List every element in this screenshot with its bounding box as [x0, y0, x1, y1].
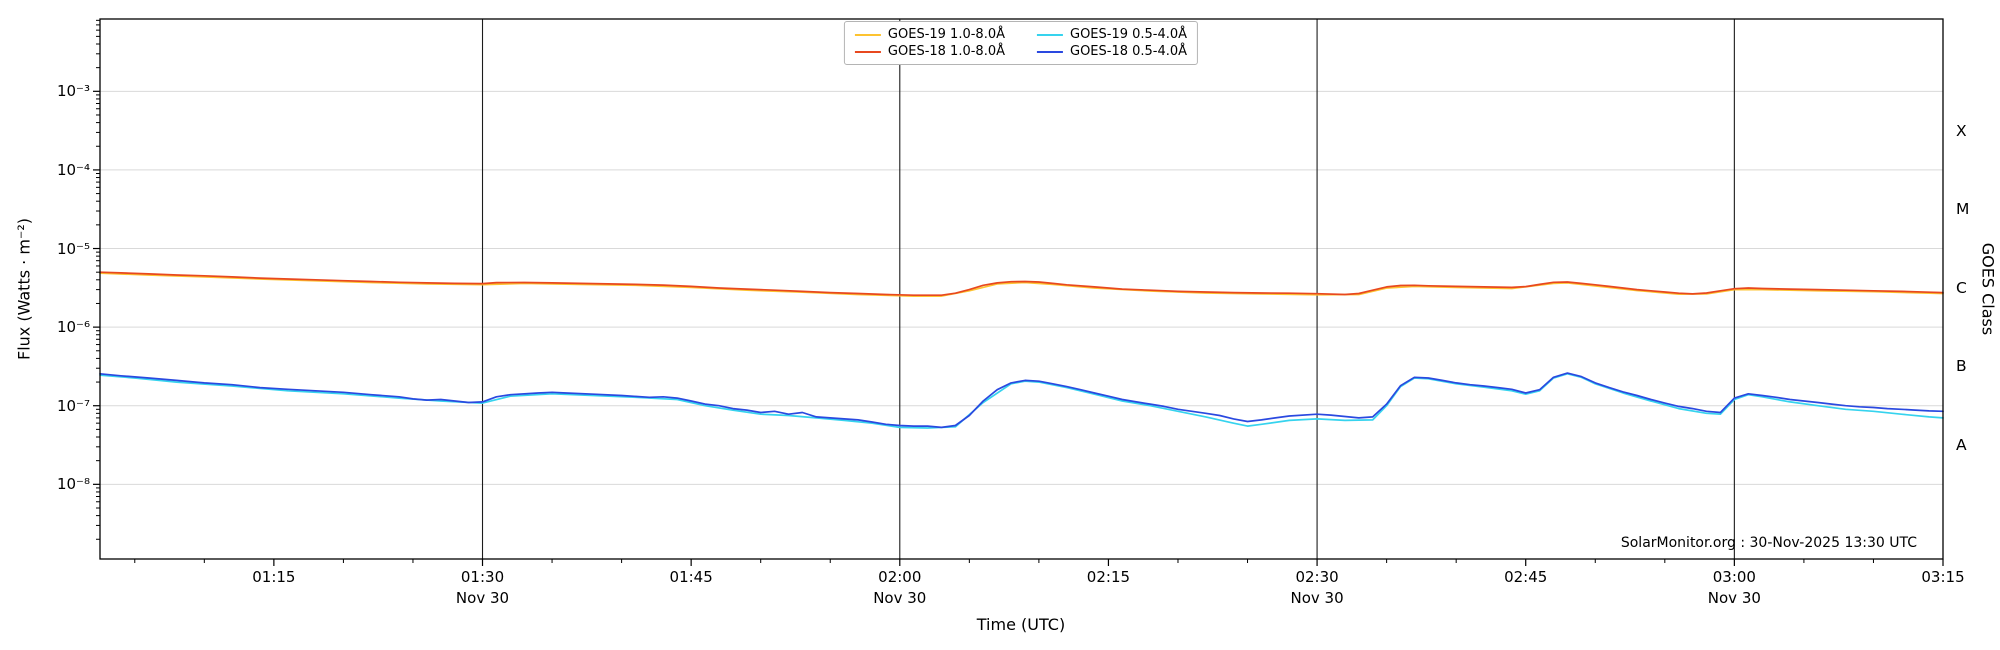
legend-label-goes18-long: GOES-18 1.0-8.0Å [887, 44, 1005, 59]
legend-line-sample-goes19-long-icon [854, 33, 881, 36]
y-tick-label: 10⁻⁴ [56, 160, 90, 179]
series-line-3 [99, 372, 1944, 429]
legend-item-goes18-short: GOES-18 0.5-4.0Å [1037, 44, 1187, 59]
legend-line-sample-goes18-short-icon [1037, 50, 1063, 53]
x-tick-sublabel: Nov 30 [873, 589, 927, 607]
y-tick-label: 10⁻⁵ [56, 239, 90, 258]
x-tick-sublabel: Nov 30 [455, 589, 510, 607]
series-line-1 [99, 271, 1944, 297]
right-axis-title: GOES Class [1978, 242, 1998, 336]
x-axis-title: Time (UTC) [976, 615, 1066, 634]
y-tick-label: 10⁻⁶ [56, 318, 90, 337]
x-tick-label: 02:15 [1086, 568, 1131, 586]
legend-line-sample-goes18-long-icon [854, 50, 881, 53]
x-tick-label: 03:00 [1712, 568, 1756, 586]
x-tick-label: 02:45 [1504, 568, 1548, 586]
x-tick-label: 02:00 [878, 568, 922, 586]
x-tick-sublabel: Nov 30 [1290, 589, 1344, 607]
legend-label-goes19-short: GOES-19 0.5-4.0Å [1070, 27, 1188, 42]
x-tick-sublabel: Nov 30 [1707, 589, 1761, 607]
y-tick-label: 10⁻⁷ [56, 396, 90, 415]
x-tick-label: 01:15 [252, 568, 296, 586]
y-tick-label: 10⁻⁸ [56, 475, 90, 494]
x-tick-label: 03:15 [1921, 568, 1965, 586]
y-tick-label: 10⁻³ [56, 82, 90, 101]
goes-class-label-x: X [1956, 121, 1967, 140]
goes-class-label-m: M [1956, 200, 1970, 219]
legend: GOES-19 1.0-8.0Å GOES-18 1.0-8.0Å GOES-1… [843, 21, 1199, 65]
legend-item-goes19-long: GOES-19 1.0-8.0Å [854, 27, 1005, 42]
legend-label-goes19-long: GOES-19 1.0-8.0Å [887, 27, 1005, 42]
series-line-0 [99, 272, 1944, 297]
series-line-2 [99, 372, 1944, 429]
legend-item-goes18-long: GOES-18 1.0-8.0Å [854, 44, 1005, 59]
plot-frame [99, 18, 1944, 560]
x-tick-label: 02:30 [1295, 568, 1339, 586]
legend-item-goes19-short: GOES-19 0.5-4.0Å [1037, 27, 1187, 42]
goes-class-label-c: C [1956, 278, 1967, 297]
x-tick-label: 01:30 [460, 568, 505, 586]
legend-label-goes18-short: GOES-18 0.5-4.0Å [1070, 44, 1188, 59]
legend-line-sample-goes19-short-icon [1037, 33, 1063, 36]
goes-class-label-b: B [1956, 357, 1967, 376]
x-tick-label: 01:45 [669, 568, 713, 586]
credit-text: SolarMonitor.org : 30-Nov-2025 13:30 UTC [1620, 535, 1917, 551]
goes-class-label-a: A [1956, 436, 1967, 455]
